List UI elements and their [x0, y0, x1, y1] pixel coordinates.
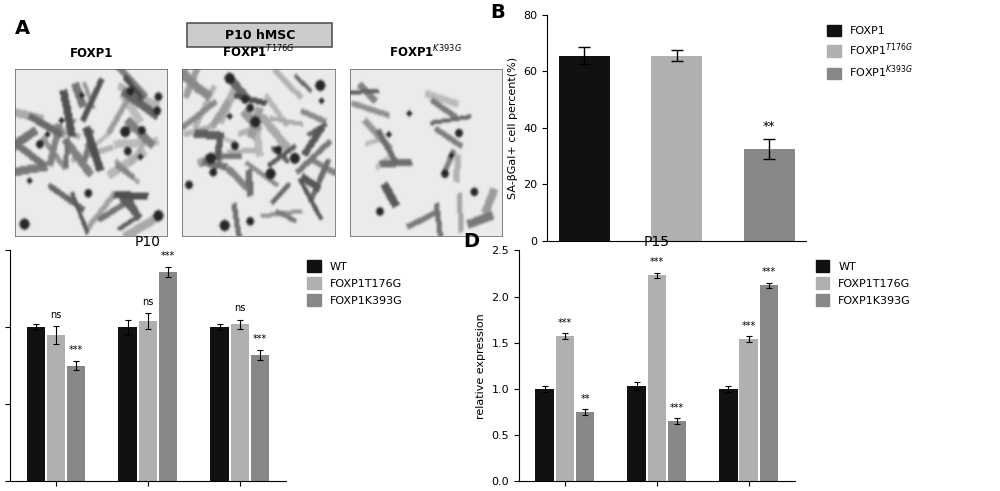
Text: **: ** — [580, 394, 590, 404]
Bar — [719, 389, 738, 481]
Bar — [67, 366, 85, 481]
FancyBboxPatch shape — [187, 23, 332, 48]
Text: ***: *** — [253, 334, 267, 344]
Bar — [668, 421, 686, 481]
Text: D: D — [464, 232, 480, 251]
Text: ***: *** — [69, 345, 83, 355]
Legend: FOXP1, FOXP1$^{T176G}$, FOXP1$^{K393G}$: FOXP1, FOXP1$^{T176G}$, FOXP1$^{K393G}$ — [823, 20, 918, 85]
Bar — [627, 386, 646, 481]
Y-axis label: SA-βGal+ cell percent(%): SA-βGal+ cell percent(%) — [508, 56, 518, 199]
Text: ns: ns — [234, 303, 246, 313]
Legend: WT, FOXP1T176G, FOXP1K393G: WT, FOXP1T176G, FOXP1K393G — [303, 256, 407, 310]
Text: ***: *** — [650, 257, 664, 267]
Bar — [159, 272, 177, 481]
Bar — [535, 389, 554, 481]
Title: P15: P15 — [644, 235, 670, 249]
Bar — [118, 327, 137, 481]
Text: ***: *** — [161, 251, 175, 261]
Text: ***: *** — [742, 321, 756, 331]
Bar — [139, 321, 157, 481]
Text: ***: *** — [558, 318, 572, 328]
Y-axis label: relative expression: relative expression — [476, 313, 486, 419]
Bar — [47, 335, 65, 481]
Text: ns: ns — [50, 310, 62, 320]
Bar — [210, 327, 229, 481]
Bar — [27, 327, 45, 481]
Bar — [576, 412, 594, 481]
Bar — [744, 149, 795, 241]
Bar — [648, 275, 666, 481]
Text: FOXP1$^{T176G}$: FOXP1$^{T176G}$ — [222, 43, 295, 60]
Text: ***: *** — [670, 403, 684, 413]
Bar — [760, 285, 778, 481]
Bar — [739, 339, 758, 481]
Text: FOXP1$^{K393G}$: FOXP1$^{K393G}$ — [389, 43, 462, 60]
Text: B: B — [490, 3, 505, 23]
Bar — [251, 355, 269, 481]
Text: ns: ns — [142, 298, 154, 307]
Bar — [556, 336, 574, 481]
Text: ***: *** — [762, 267, 776, 277]
Title: P10: P10 — [135, 235, 161, 249]
Bar — [651, 55, 702, 241]
Bar — [231, 324, 249, 481]
Text: A: A — [15, 19, 30, 38]
Text: P10 hMSC: P10 hMSC — [225, 28, 295, 42]
Text: **: ** — [763, 120, 775, 134]
Text: FOXP1: FOXP1 — [69, 47, 113, 60]
Bar — [559, 55, 610, 241]
Legend: WT, FOXP1T176G, FOXP1K393G: WT, FOXP1T176G, FOXP1K393G — [812, 256, 916, 310]
